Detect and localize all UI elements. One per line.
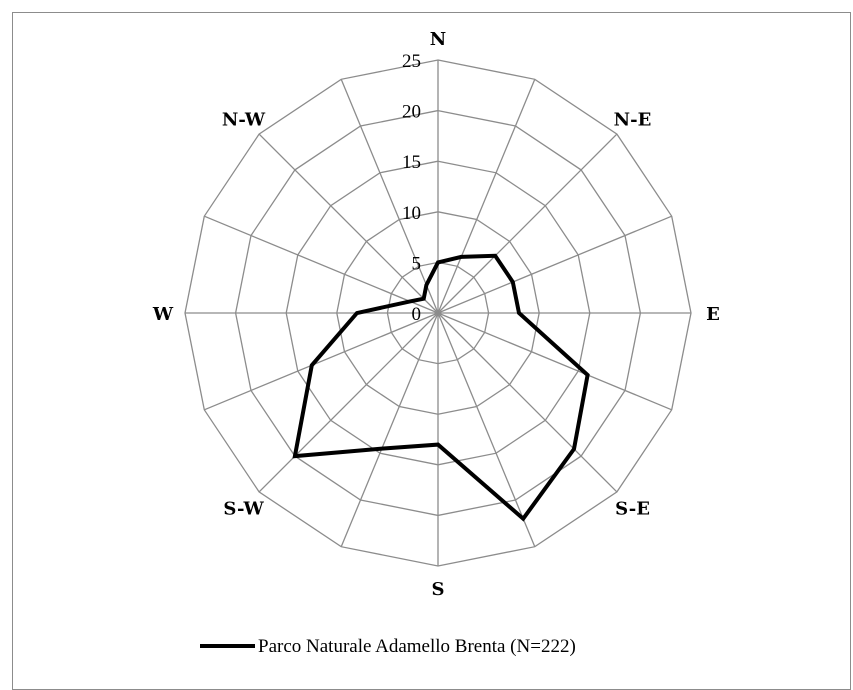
tick-label-25: 25 <box>402 51 421 72</box>
legend: Parco Naturale Adamello Brenta (N=222) <box>200 636 576 657</box>
direction-label-n: N <box>430 29 446 50</box>
direction-label-e: E <box>706 304 720 325</box>
spoke-14 <box>258 133 439 314</box>
spoke-2 <box>437 133 618 314</box>
spoke-15 <box>340 79 439 314</box>
spoke-3 <box>437 215 672 314</box>
spoke-1 <box>437 79 536 314</box>
direction-label-s: S <box>432 579 445 600</box>
chart-frame <box>12 12 851 690</box>
tick-label-0: 0 <box>412 304 422 325</box>
tick-label-5: 5 <box>412 253 422 274</box>
spoke-10 <box>258 312 439 493</box>
spoke-9 <box>340 312 439 547</box>
spoke-6 <box>437 312 618 493</box>
radar-series <box>292 253 590 522</box>
direction-label-s-w: S-W <box>223 499 264 520</box>
spoke-11 <box>204 312 439 411</box>
direction-label-n-w: N-W <box>222 110 266 131</box>
direction-label-n-e: N-E <box>614 110 652 131</box>
spoke-5 <box>437 312 672 411</box>
spoke-13 <box>204 215 439 314</box>
legend-series-label: Parco Naturale Adamello Brenta (N=222) <box>258 636 576 657</box>
radar-spokes <box>185 60 691 566</box>
direction-label-w: W <box>152 304 174 325</box>
direction-label-s-e: S-E <box>615 499 650 520</box>
tick-label-15: 15 <box>402 152 421 173</box>
spoke-7 <box>437 312 536 547</box>
direction-labels: N N-E E S-E S S-W W N-W <box>152 29 720 600</box>
radial-tick-labels: 0 5 10 15 20 25 <box>402 51 421 325</box>
series-line-0 <box>292 253 590 522</box>
tick-label-10: 10 <box>402 203 421 224</box>
tick-label-20: 20 <box>402 102 421 123</box>
